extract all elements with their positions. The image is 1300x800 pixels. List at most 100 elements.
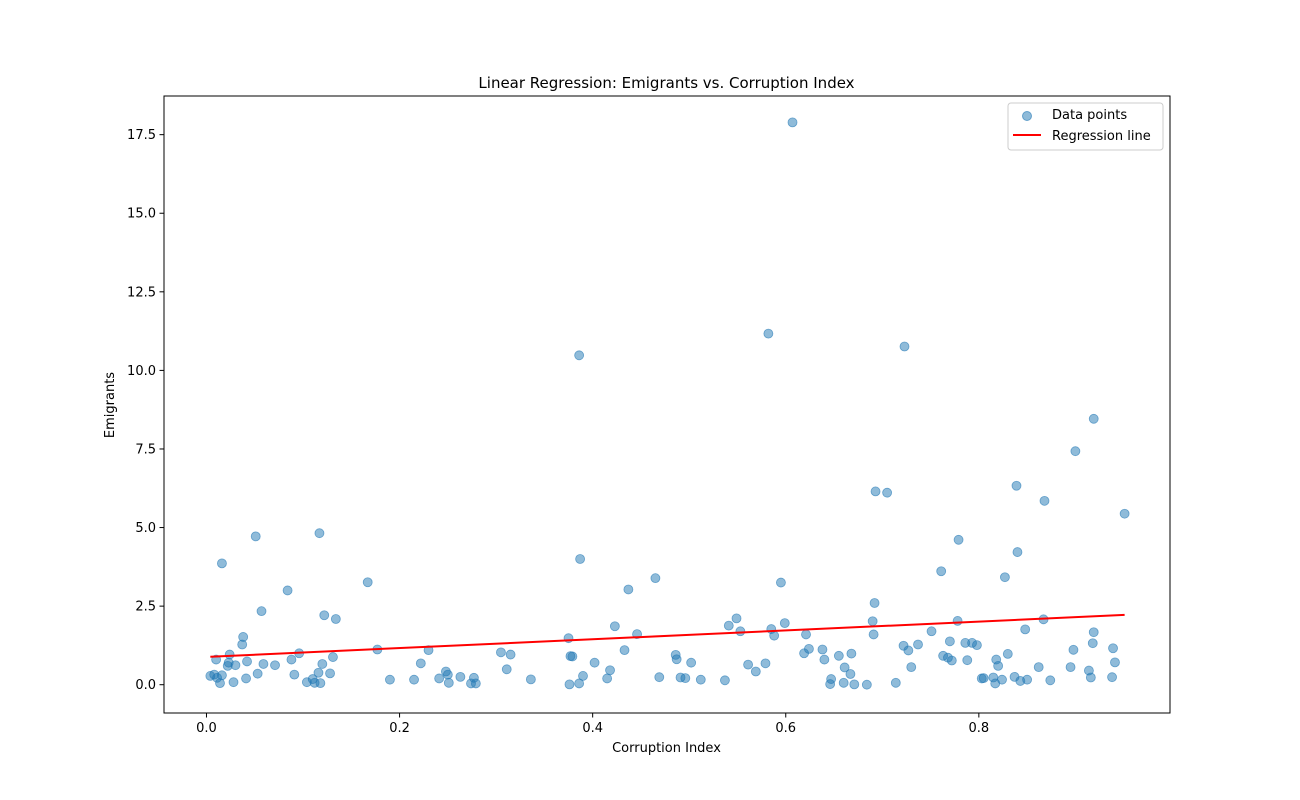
regression-line: [210, 613, 1125, 658]
data-point: [250, 531, 261, 542]
data-point: [286, 654, 297, 665]
data-point: [434, 673, 445, 684]
axes-frame: [163, 95, 1171, 714]
data-point: [1068, 644, 1079, 655]
data-point: [769, 630, 780, 641]
data-point: [575, 554, 586, 564]
x-axis: 0.0 0.2 0.4 0.6 0.8: [196, 713, 989, 736]
data-point: [325, 668, 335, 679]
x-tick-label: 0.2: [389, 721, 410, 736]
data-point: [455, 671, 466, 682]
data-point: [1011, 480, 1022, 491]
data-point: [826, 674, 837, 684]
data-point: [1070, 446, 1081, 457]
data-point: [978, 673, 989, 684]
data-point: [578, 671, 588, 681]
data-point: [962, 655, 973, 666]
data-point: [1119, 508, 1130, 519]
data-point: [953, 534, 964, 545]
data-point: [217, 670, 227, 681]
data-point: [760, 658, 771, 669]
data-point: [735, 626, 746, 637]
data-point: [313, 667, 324, 678]
y-tick-label: 7.5: [135, 442, 156, 457]
data-point: [944, 636, 955, 647]
data-point: [1088, 627, 1099, 638]
data-point: [1000, 572, 1010, 583]
data-point: [252, 668, 263, 679]
data-point: [238, 632, 249, 642]
data-point: [936, 566, 947, 577]
y-tick-label: 12.5: [127, 285, 156, 300]
data-point: [1108, 643, 1118, 654]
data-point: [574, 350, 585, 361]
data-point: [731, 613, 742, 624]
data-point: [869, 598, 880, 608]
data-point: [315, 678, 326, 689]
data-point: [997, 674, 1007, 685]
x-axis-label: Corruption Index: [612, 741, 721, 756]
data-point: [1020, 624, 1031, 635]
x-tick-label: 0.6: [775, 721, 796, 736]
y-tick-label: 17.5: [127, 128, 156, 143]
data-point: [913, 639, 923, 650]
data-point: [671, 654, 682, 665]
y-tick-label: 5.0: [135, 521, 156, 536]
data-point: [819, 654, 830, 665]
x-tick-label: 0.4: [582, 721, 603, 736]
data-point: [442, 669, 453, 680]
data-point: [623, 584, 634, 595]
data-point: [1039, 495, 1050, 506]
data-point: [443, 677, 454, 688]
data-point: [720, 675, 730, 686]
data-point: [230, 660, 241, 671]
data-point: [224, 649, 235, 660]
plot-area: [205, 117, 1130, 690]
x-tick-label: 0.8: [968, 721, 989, 736]
data-point: [1087, 638, 1098, 649]
data-point: [1002, 649, 1013, 659]
data-point: [903, 645, 914, 656]
data-point: [801, 629, 811, 640]
data-point: [839, 662, 850, 673]
chart-title: Linear Regression: Emigrants vs. Corrupt…: [478, 74, 854, 92]
y-tick-label: 15.0: [127, 207, 156, 222]
data-point: [589, 657, 600, 668]
data-point: [779, 618, 790, 629]
data-point: [1045, 675, 1056, 686]
data-point: [423, 645, 434, 656]
y-tick-label: 2.5: [135, 600, 156, 615]
data-point: [1033, 662, 1044, 673]
data-point: [972, 640, 982, 651]
data-point: [409, 674, 419, 685]
data-point: [763, 328, 774, 339]
data-point: [525, 674, 536, 685]
data-point: [846, 648, 857, 659]
data-point: [926, 626, 937, 637]
data-point: [868, 629, 879, 640]
data-point: [241, 673, 251, 684]
data-point: [861, 679, 872, 690]
data-point: [776, 577, 786, 588]
data-point: [567, 651, 578, 662]
data-point: [882, 487, 893, 498]
data-point: [906, 662, 917, 673]
data-point: [817, 644, 828, 655]
y-axis: 0.0 2.5 5.0 7.5 10.0 12.5 15.0 17.5: [127, 128, 164, 693]
data-point: [330, 614, 341, 624]
data-point: [258, 659, 269, 669]
data-point: [750, 666, 761, 677]
y-tick-label: 10.0: [127, 364, 156, 379]
data-point: [564, 679, 575, 690]
data-point: [289, 669, 300, 680]
data-point: [505, 649, 516, 660]
legend: Data points Regression line: [1007, 102, 1164, 151]
data-point: [282, 585, 293, 596]
data-point: [833, 650, 844, 661]
data-point: [317, 659, 328, 669]
data-point: [574, 678, 585, 689]
data-point: [415, 658, 426, 669]
data-point: [870, 486, 881, 497]
data-point: [787, 117, 798, 128]
